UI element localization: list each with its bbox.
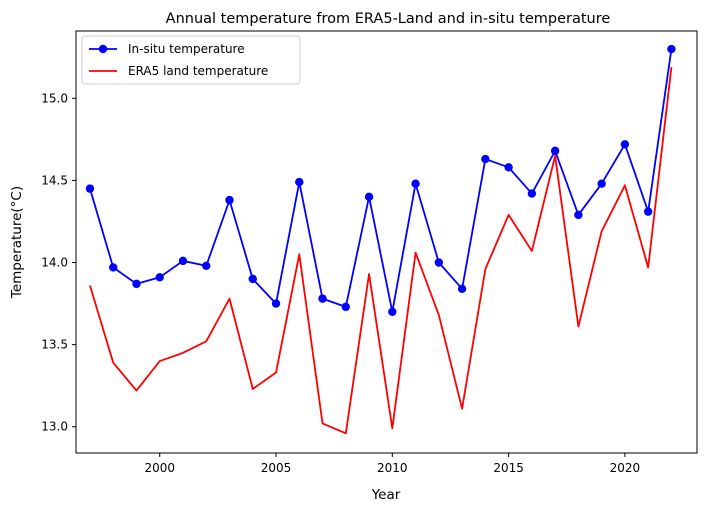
- legend-label: ERA5 land temperature: [128, 64, 268, 78]
- y-tick-label: 15.0: [41, 91, 68, 105]
- data-point: [643, 207, 653, 216]
- data-point: [85, 184, 95, 193]
- y-axis: 13.0 13.5 14.0 14.5 15.0: [41, 91, 76, 434]
- plot-series-group: [85, 44, 676, 435]
- x-tick-label: 2015: [493, 461, 524, 475]
- data-point: [457, 284, 467, 293]
- data-point: [225, 195, 234, 205]
- data-point: [341, 302, 350, 312]
- data-point: [481, 154, 490, 164]
- x-tick-label: 2010: [377, 461, 408, 475]
- x-tick-label: 2020: [610, 461, 641, 475]
- data-point: [597, 179, 606, 188]
- data-point: [295, 177, 304, 187]
- data-point: [388, 307, 397, 316]
- y-tick-label: 14.5: [41, 173, 68, 187]
- data-point: [202, 261, 211, 271]
- legend-label: In-situ temperature: [128, 42, 245, 56]
- data-point: [364, 192, 374, 202]
- x-axis-label: Year: [371, 487, 401, 503]
- data-point: [527, 189, 537, 198]
- legend-marker: [98, 44, 108, 54]
- y-tick-label: 14.0: [41, 256, 68, 270]
- y-tick-label: 13.5: [41, 338, 68, 352]
- data-point: [574, 210, 583, 220]
- legend: In-situ temperature ERA5 land temperature: [81, 35, 301, 85]
- data-point: [132, 279, 141, 289]
- x-tick-label: 2000: [144, 461, 175, 475]
- data-point: [434, 258, 444, 267]
- data-point: [504, 163, 513, 172]
- data-point: [620, 140, 630, 149]
- plot-frame: [75, 30, 698, 454]
- data-point: [318, 294, 327, 303]
- series-line-2: [89, 67, 673, 435]
- legend-frame: [81, 35, 301, 85]
- x-tick-label: 2005: [261, 461, 292, 475]
- series-line-1: [89, 48, 673, 313]
- data-point: [248, 274, 257, 284]
- data-point: [667, 44, 676, 54]
- data-point: [411, 179, 420, 188]
- x-axis: 2000 2005 2010 2015 2020: [144, 453, 640, 475]
- y-axis-label: Temperature(°C): [9, 186, 25, 299]
- data-point: [178, 256, 188, 266]
- data-point: [109, 263, 118, 272]
- chart-title: Annual temperature from ERA5-Land and in…: [166, 11, 611, 27]
- data-point: [271, 299, 281, 308]
- y-tick-label: 13.0: [41, 420, 68, 434]
- data-point: [155, 273, 164, 282]
- data-point: [550, 146, 560, 156]
